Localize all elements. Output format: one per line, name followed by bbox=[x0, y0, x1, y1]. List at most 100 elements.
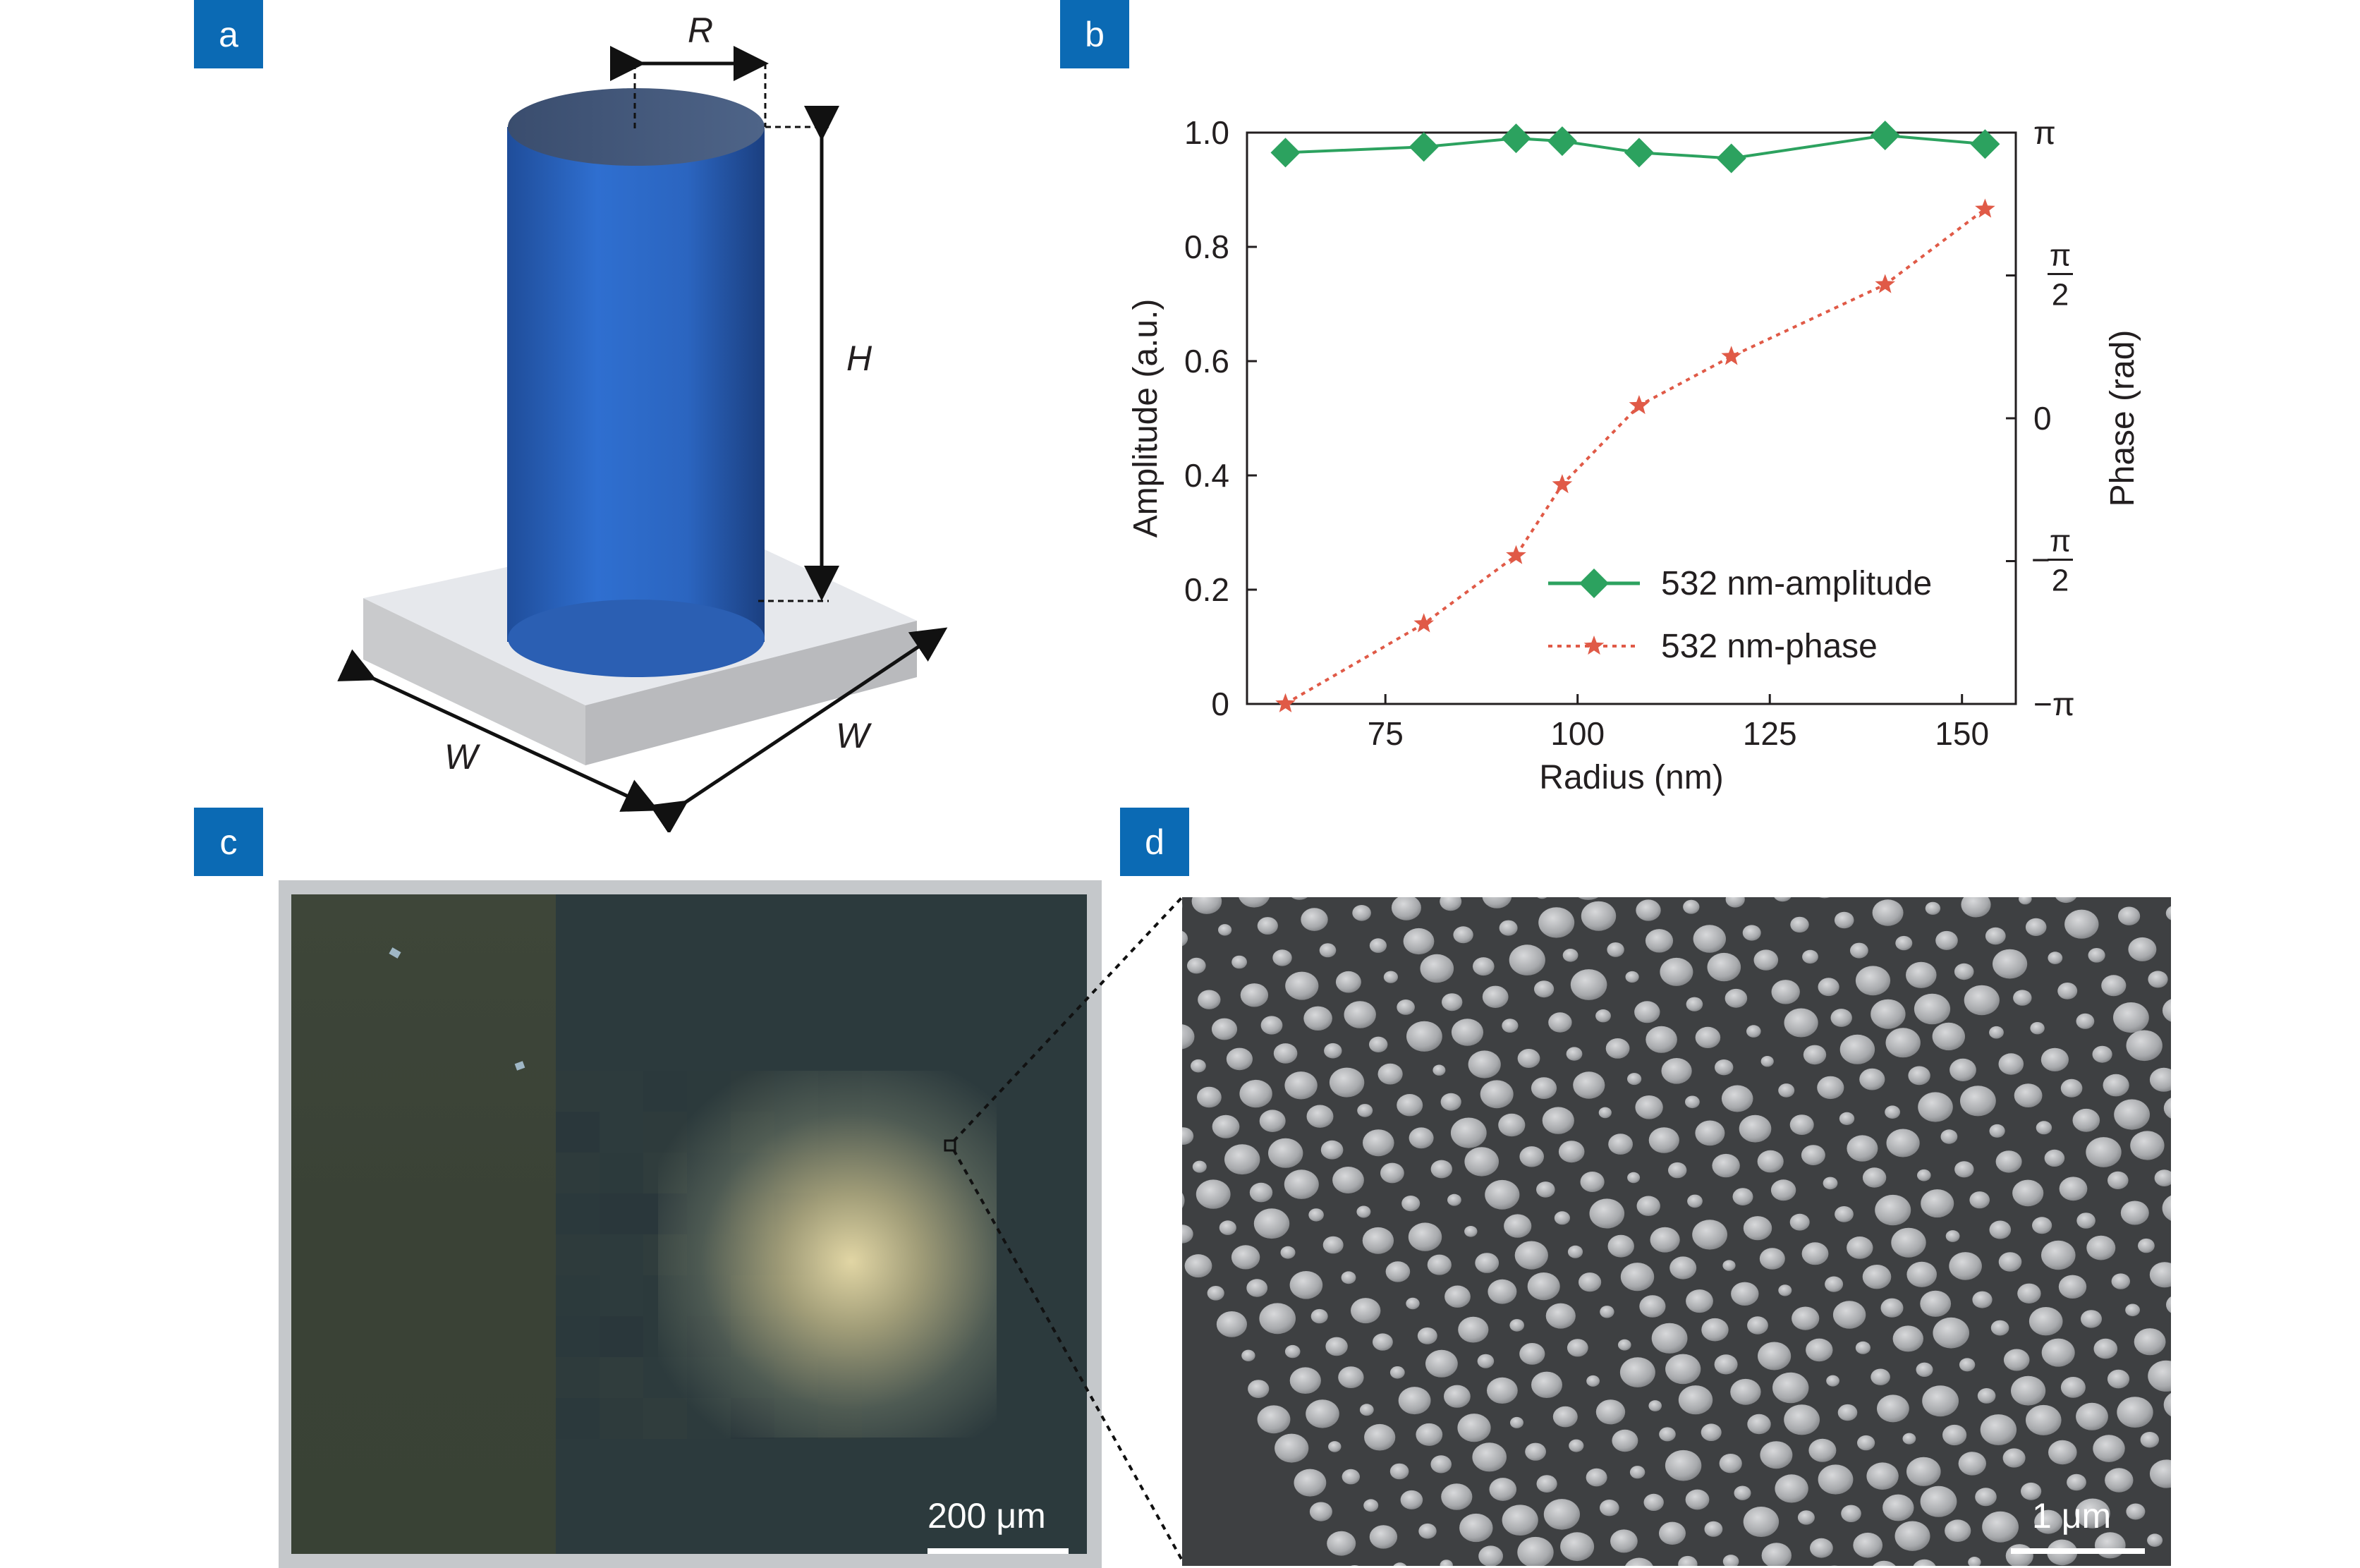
nanopillar bbox=[1871, 999, 1906, 1029]
nanopillar bbox=[1207, 1286, 1224, 1301]
nanopillar bbox=[1665, 1354, 1701, 1385]
nanopillar bbox=[1485, 1179, 1520, 1210]
nanopillar bbox=[1473, 957, 1495, 976]
nanopillar bbox=[1566, 1047, 1583, 1061]
nanopillar bbox=[1488, 1279, 1517, 1304]
legend-label-amplitude: 532 nm-amplitude bbox=[1661, 565, 1932, 602]
nanopillar bbox=[1543, 1499, 1580, 1530]
nanopillar bbox=[1359, 1404, 1374, 1416]
nanopillar bbox=[1669, 1256, 1697, 1280]
nanopillar bbox=[1280, 1246, 1296, 1259]
x-tick-label: 150 bbox=[1935, 715, 1989, 752]
nanopillar bbox=[1219, 1220, 1236, 1235]
nanopillar bbox=[1832, 1301, 1866, 1329]
nanopillar bbox=[1289, 1271, 1323, 1299]
nanopillar bbox=[1859, 1068, 1885, 1090]
nanopillar bbox=[2067, 1473, 2086, 1491]
nanopillar bbox=[2165, 906, 2171, 920]
nanopillar bbox=[2075, 1498, 2110, 1529]
nanopillar bbox=[1289, 1367, 1321, 1394]
nanopillar bbox=[1440, 1560, 1453, 1566]
nanopillar bbox=[1759, 1248, 1785, 1270]
y2-tick-label: 0 bbox=[2033, 400, 2052, 437]
nanopillar bbox=[1761, 1543, 1792, 1566]
nanopillar bbox=[1998, 1252, 2022, 1272]
nanopillar bbox=[1519, 1343, 1545, 1365]
nanopillar bbox=[2057, 983, 2078, 999]
nanopillar bbox=[1625, 1557, 1653, 1566]
nanopillar bbox=[2028, 1307, 2063, 1336]
nanopillar bbox=[1651, 1323, 1688, 1354]
nanopillar bbox=[1409, 1127, 1434, 1149]
nanopillar bbox=[1758, 1342, 1792, 1371]
nanopillar bbox=[1908, 1066, 1930, 1086]
nanopillar bbox=[1895, 935, 1913, 951]
nanopillar bbox=[1989, 1026, 2004, 1039]
nanopillar bbox=[1398, 1387, 1431, 1415]
nanopillar bbox=[2081, 1310, 2102, 1328]
nanopillar bbox=[1643, 1493, 1664, 1511]
nanopillar bbox=[2163, 1392, 2171, 1417]
nanopillar bbox=[1847, 1135, 1878, 1162]
nanopillar bbox=[1570, 969, 1607, 1000]
nanopillar bbox=[1537, 897, 1547, 899]
nanopillar bbox=[1406, 1021, 1442, 1052]
nanopillar bbox=[1687, 1194, 1703, 1208]
phase-point bbox=[1275, 693, 1296, 712]
nanopillar bbox=[1961, 897, 1991, 918]
nanopillar bbox=[1650, 1227, 1680, 1253]
nanopillar bbox=[2019, 897, 2032, 905]
y2-tick-label-den: 2 bbox=[2052, 278, 2069, 312]
nanopillar bbox=[1841, 1505, 1861, 1522]
nanopillar bbox=[2025, 918, 2047, 936]
sem-image: 1 μm bbox=[1182, 897, 2171, 1566]
phase-tile bbox=[600, 1153, 643, 1193]
nanopillar bbox=[1328, 1441, 1342, 1452]
scalebar bbox=[927, 1548, 1069, 1554]
panel-label-c: c bbox=[194, 808, 263, 876]
nanopillar bbox=[1808, 1438, 1837, 1462]
amplitude-point bbox=[1716, 143, 1746, 174]
nanopillar bbox=[1629, 1466, 1646, 1479]
nanopillar bbox=[1531, 1077, 1557, 1099]
nanopillar bbox=[1980, 1414, 2017, 1445]
nanopillar bbox=[1620, 1263, 1655, 1292]
optical-micrograph: 200 μm bbox=[279, 880, 1102, 1568]
legend-marker-phase bbox=[1583, 636, 1605, 655]
nanopillar bbox=[1342, 1469, 1360, 1485]
nanopillar bbox=[1475, 1253, 1500, 1273]
nanopillar bbox=[1514, 1241, 1548, 1270]
nanopillar bbox=[1757, 1150, 1784, 1173]
nanopillar bbox=[1778, 1284, 1792, 1296]
nanopillar bbox=[1182, 1193, 1185, 1208]
phase-point bbox=[1721, 346, 1741, 365]
nanopillar bbox=[1248, 1380, 1270, 1398]
nanopillar bbox=[1810, 1538, 1833, 1558]
nanopillar bbox=[1389, 1463, 1409, 1480]
nanopillar bbox=[1569, 1439, 1584, 1452]
nanopillar bbox=[1554, 1211, 1570, 1225]
nanopillar bbox=[1427, 1254, 1452, 1275]
nanopillar bbox=[1191, 1059, 1206, 1073]
nanopillar bbox=[1760, 1056, 1774, 1067]
nanopillar bbox=[1231, 1245, 1260, 1270]
w-label-right: W bbox=[836, 716, 872, 755]
nanopillar bbox=[1918, 1092, 1953, 1122]
nanopillar bbox=[2154, 1169, 2171, 1186]
nanopillar bbox=[1303, 1006, 1332, 1031]
nanopillar bbox=[1403, 928, 1435, 955]
nanopillar bbox=[1985, 927, 2006, 945]
nanopillar-array bbox=[1182, 897, 2171, 1566]
nanopillar bbox=[2041, 1240, 2076, 1270]
nanopillar bbox=[1743, 1507, 1780, 1537]
nanopillar bbox=[1648, 1400, 1662, 1411]
nanopillar bbox=[1714, 1354, 1738, 1375]
nanopillar bbox=[1329, 1067, 1365, 1098]
nanopillar bbox=[1477, 1354, 1495, 1368]
legend-marker-amplitude bbox=[1579, 569, 1609, 598]
nanopillar bbox=[2130, 1131, 2165, 1160]
y-tick-label: 0.8 bbox=[1184, 229, 1229, 265]
nanopillar bbox=[1600, 1500, 1619, 1517]
nanopillar bbox=[2126, 1503, 2146, 1520]
nanopillar bbox=[2092, 1045, 2112, 1063]
